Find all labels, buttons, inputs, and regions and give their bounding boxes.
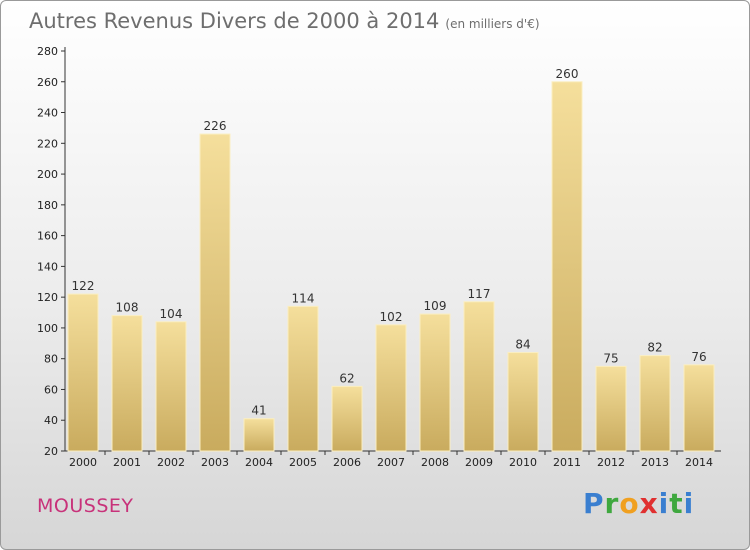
- value-label-2003: 226: [204, 119, 227, 133]
- town-name: MOUSSEY: [37, 495, 134, 517]
- x-tick-label: 2014: [685, 456, 713, 469]
- value-label-2014: 76: [691, 350, 706, 364]
- y-tick-label: 160: [37, 230, 58, 243]
- bar-2002: [155, 321, 187, 452]
- title-text: Autres Revenus Divers de 2000 à 2014: [29, 9, 440, 33]
- value-label-2013: 82: [647, 341, 662, 355]
- bar-2003: [199, 133, 231, 452]
- value-label-2009: 117: [468, 287, 491, 301]
- bar-2009: [463, 301, 495, 452]
- y-tick-label: 100: [37, 322, 58, 335]
- x-tick-label: 2005: [289, 456, 317, 469]
- y-tick-label: 280: [37, 45, 58, 58]
- x-tick-label: 2010: [509, 456, 537, 469]
- x-tick-label: 2006: [333, 456, 361, 469]
- x-tick-label: 2000: [69, 456, 97, 469]
- chart-axes: 20 40 60 80 100 120 140 160 180 200 220 240 260 280: [37, 45, 721, 458]
- value-label-2002: 104: [160, 307, 183, 321]
- y-tick-label: 220: [37, 137, 58, 150]
- y-tick-label: 120: [37, 291, 58, 304]
- bar-2007: [375, 324, 407, 452]
- value-label-2007: 102: [380, 310, 403, 324]
- x-tick-label: 2003: [201, 456, 229, 469]
- x-tick-label: 2012: [597, 456, 625, 469]
- value-label-2006: 62: [339, 371, 354, 385]
- y-tick-label: 240: [37, 107, 58, 120]
- x-tick-label: 2009: [465, 456, 493, 469]
- bar-2014: [683, 364, 715, 452]
- y-tick-label: 80: [44, 353, 58, 366]
- value-label-2010: 84: [515, 338, 530, 352]
- x-tick-label: 2002: [157, 456, 185, 469]
- value-label-2011: 260: [556, 67, 579, 81]
- y-tick-label: 180: [37, 199, 58, 212]
- bar-2004: [243, 418, 275, 452]
- bar-2013: [639, 355, 671, 452]
- x-tick-label: 2011: [553, 456, 581, 469]
- bar-2011: [551, 81, 583, 452]
- x-tick-label: 2007: [377, 456, 405, 469]
- proxiti-logo: Proxiti: [583, 487, 695, 520]
- bar-2008: [419, 313, 451, 452]
- chart-labels: 2000 122 2001 108 2002 104 2003 226 2004 41 2005 11…: [69, 67, 713, 469]
- chart-bars: [67, 81, 715, 452]
- bar-2005: [287, 305, 319, 452]
- x-tick-label: 2013: [641, 456, 669, 469]
- y-tick-label: 140: [37, 260, 58, 273]
- value-label-2004: 41: [251, 404, 266, 418]
- y-tick-label: 60: [44, 383, 58, 396]
- bar-2010: [507, 352, 539, 452]
- bar-2012: [595, 365, 627, 452]
- y-tick-label: 40: [44, 414, 58, 427]
- y-tick-label: 200: [37, 168, 58, 181]
- x-tick-label: 2001: [113, 456, 141, 469]
- value-label-2008: 109: [424, 299, 447, 313]
- value-label-2012: 75: [603, 351, 618, 365]
- x-tick-label: 2008: [421, 456, 449, 469]
- value-label-2001: 108: [116, 301, 139, 315]
- value-label-2005: 114: [292, 291, 315, 305]
- x-tick-label: 2004: [245, 456, 273, 469]
- y-tick-label: 20: [44, 445, 58, 458]
- bar-2000: [67, 293, 99, 452]
- y-tick-label: 260: [37, 76, 58, 89]
- bar-2001: [111, 315, 143, 452]
- title-unit: (en milliers d'€): [445, 17, 540, 31]
- chart-title: Autres Revenus Divers de 2000 à 2014 (en …: [29, 9, 540, 33]
- value-label-2000: 122: [72, 279, 95, 293]
- bar-2006: [331, 385, 363, 452]
